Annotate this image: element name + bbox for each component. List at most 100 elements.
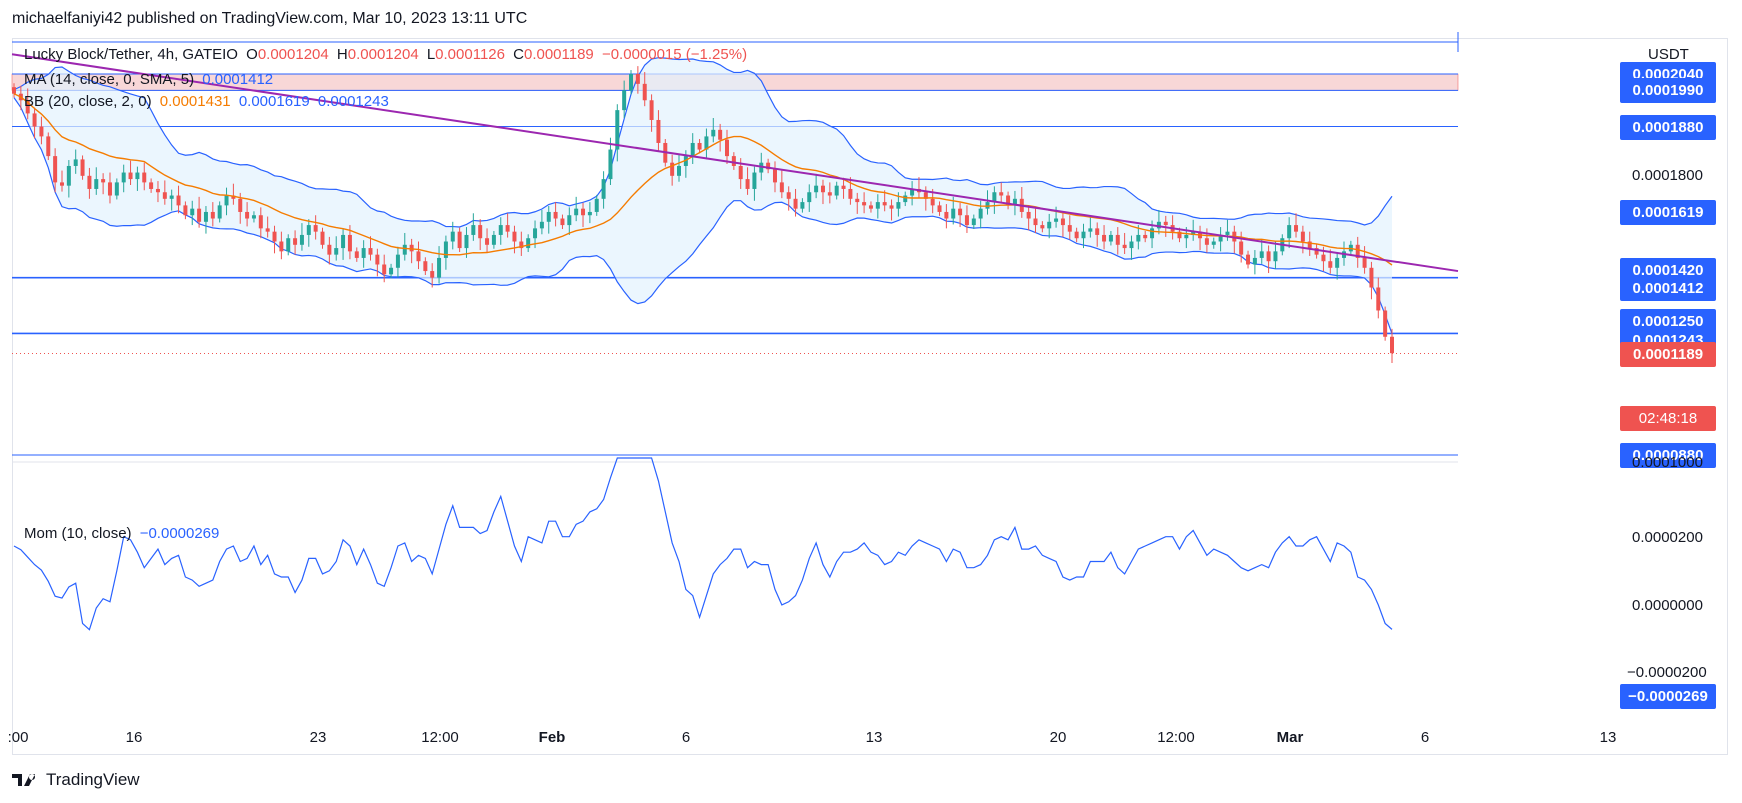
candle bbox=[505, 213, 510, 238]
currency-label: USDT bbox=[1648, 46, 1689, 63]
candle-body bbox=[190, 208, 195, 216]
candle bbox=[539, 209, 544, 235]
candle-body bbox=[711, 129, 716, 137]
tradingview-logo-icon bbox=[12, 774, 36, 786]
bb-basis-value: 0.0001431 bbox=[159, 93, 231, 110]
candle-body bbox=[1150, 228, 1155, 239]
candle-body bbox=[121, 172, 126, 183]
candle-body bbox=[786, 192, 791, 199]
candle-body bbox=[848, 188, 853, 199]
candle bbox=[416, 241, 421, 270]
candle-body bbox=[39, 126, 44, 137]
candle bbox=[971, 214, 976, 230]
candle bbox=[752, 166, 757, 201]
candle bbox=[101, 173, 106, 195]
candle-body bbox=[1369, 267, 1374, 288]
candle bbox=[779, 170, 784, 199]
candle-body bbox=[443, 241, 448, 258]
candle bbox=[1294, 213, 1299, 238]
bb-legend[interactable]: BB (20, close, 2, 0) 0.0001431 0.0001619… bbox=[24, 93, 393, 110]
mom-label: Mom (10, close) bbox=[24, 525, 132, 542]
ma-legend[interactable]: MA (14, close, 0, SMA, 5) 0.0001412 bbox=[24, 71, 277, 88]
ohlc-high-label: H bbox=[336, 46, 348, 63]
candle-body bbox=[1156, 221, 1161, 229]
candle bbox=[889, 199, 894, 221]
candle-body bbox=[985, 202, 990, 209]
descending-trendline bbox=[11, 53, 1459, 273]
candle bbox=[121, 164, 126, 193]
candle-body bbox=[1225, 231, 1230, 235]
candle bbox=[176, 185, 181, 214]
candle-body bbox=[450, 231, 455, 242]
candle bbox=[1026, 206, 1031, 231]
candle bbox=[224, 187, 229, 216]
candle bbox=[574, 196, 579, 222]
candle-body bbox=[128, 172, 133, 180]
candle-body bbox=[923, 192, 928, 199]
candle-body bbox=[313, 225, 318, 232]
bollinger-upper-line bbox=[13, 57, 1393, 228]
candle bbox=[395, 246, 400, 278]
candle-body bbox=[293, 238, 298, 245]
bar-countdown: 02:48:18 bbox=[1620, 406, 1716, 431]
candle bbox=[1006, 191, 1011, 210]
candle bbox=[711, 118, 716, 143]
candle bbox=[12, 83, 16, 98]
candle-body bbox=[992, 192, 997, 203]
candle-body bbox=[1143, 234, 1148, 239]
candle bbox=[608, 137, 613, 186]
candle bbox=[1218, 227, 1223, 252]
candle-body bbox=[73, 159, 78, 166]
candle bbox=[526, 234, 531, 253]
momentum-line bbox=[13, 457, 1393, 631]
candle bbox=[409, 238, 414, 264]
candle bbox=[1040, 221, 1045, 233]
candle bbox=[25, 88, 30, 120]
candle bbox=[820, 179, 825, 205]
candle-body bbox=[135, 172, 140, 180]
time-axis-tick: 6 bbox=[681, 729, 691, 746]
candle-body bbox=[1218, 234, 1223, 242]
time-axis-tick: 6 bbox=[1420, 729, 1430, 746]
candle-body bbox=[1177, 231, 1182, 239]
time-axis-tick: Mar bbox=[1276, 729, 1304, 746]
candle-body bbox=[66, 165, 71, 186]
candle-body bbox=[416, 251, 421, 262]
candle bbox=[992, 186, 997, 214]
chart-frame[interactable] bbox=[12, 38, 1728, 755]
candle bbox=[1273, 241, 1278, 270]
mom-legend[interactable]: Mom (10, close) −0.0000269 bbox=[24, 525, 223, 542]
candle bbox=[1328, 249, 1333, 274]
candle-body bbox=[608, 149, 613, 180]
candle-body bbox=[1294, 225, 1299, 232]
candle bbox=[868, 201, 873, 213]
candle bbox=[587, 202, 592, 224]
candle bbox=[245, 202, 250, 227]
candle bbox=[478, 219, 483, 251]
candle-body bbox=[567, 215, 572, 226]
candle-body bbox=[1307, 241, 1312, 249]
candle bbox=[1012, 190, 1017, 216]
brand-name: TradingView bbox=[46, 770, 140, 789]
candle-body bbox=[834, 185, 839, 196]
candle bbox=[59, 170, 64, 192]
candle bbox=[1259, 239, 1264, 264]
candle-body bbox=[334, 248, 339, 255]
candle-body bbox=[1108, 234, 1113, 242]
candle bbox=[855, 192, 860, 214]
candle-body bbox=[1074, 231, 1079, 239]
candle-body bbox=[814, 185, 819, 193]
candle bbox=[197, 196, 202, 228]
time-axis-tick: 20 bbox=[1049, 729, 1067, 746]
bb-lower-value: 0.0001243 bbox=[317, 93, 389, 110]
candle bbox=[1060, 212, 1065, 237]
candle-body bbox=[677, 165, 682, 176]
candle-body bbox=[1266, 251, 1271, 262]
candle bbox=[635, 66, 640, 94]
price-label: 0.0001412 bbox=[1620, 276, 1716, 302]
candle bbox=[1390, 328, 1394, 364]
candle-body bbox=[430, 271, 435, 278]
candle bbox=[841, 177, 846, 199]
candle-body bbox=[491, 234, 496, 245]
